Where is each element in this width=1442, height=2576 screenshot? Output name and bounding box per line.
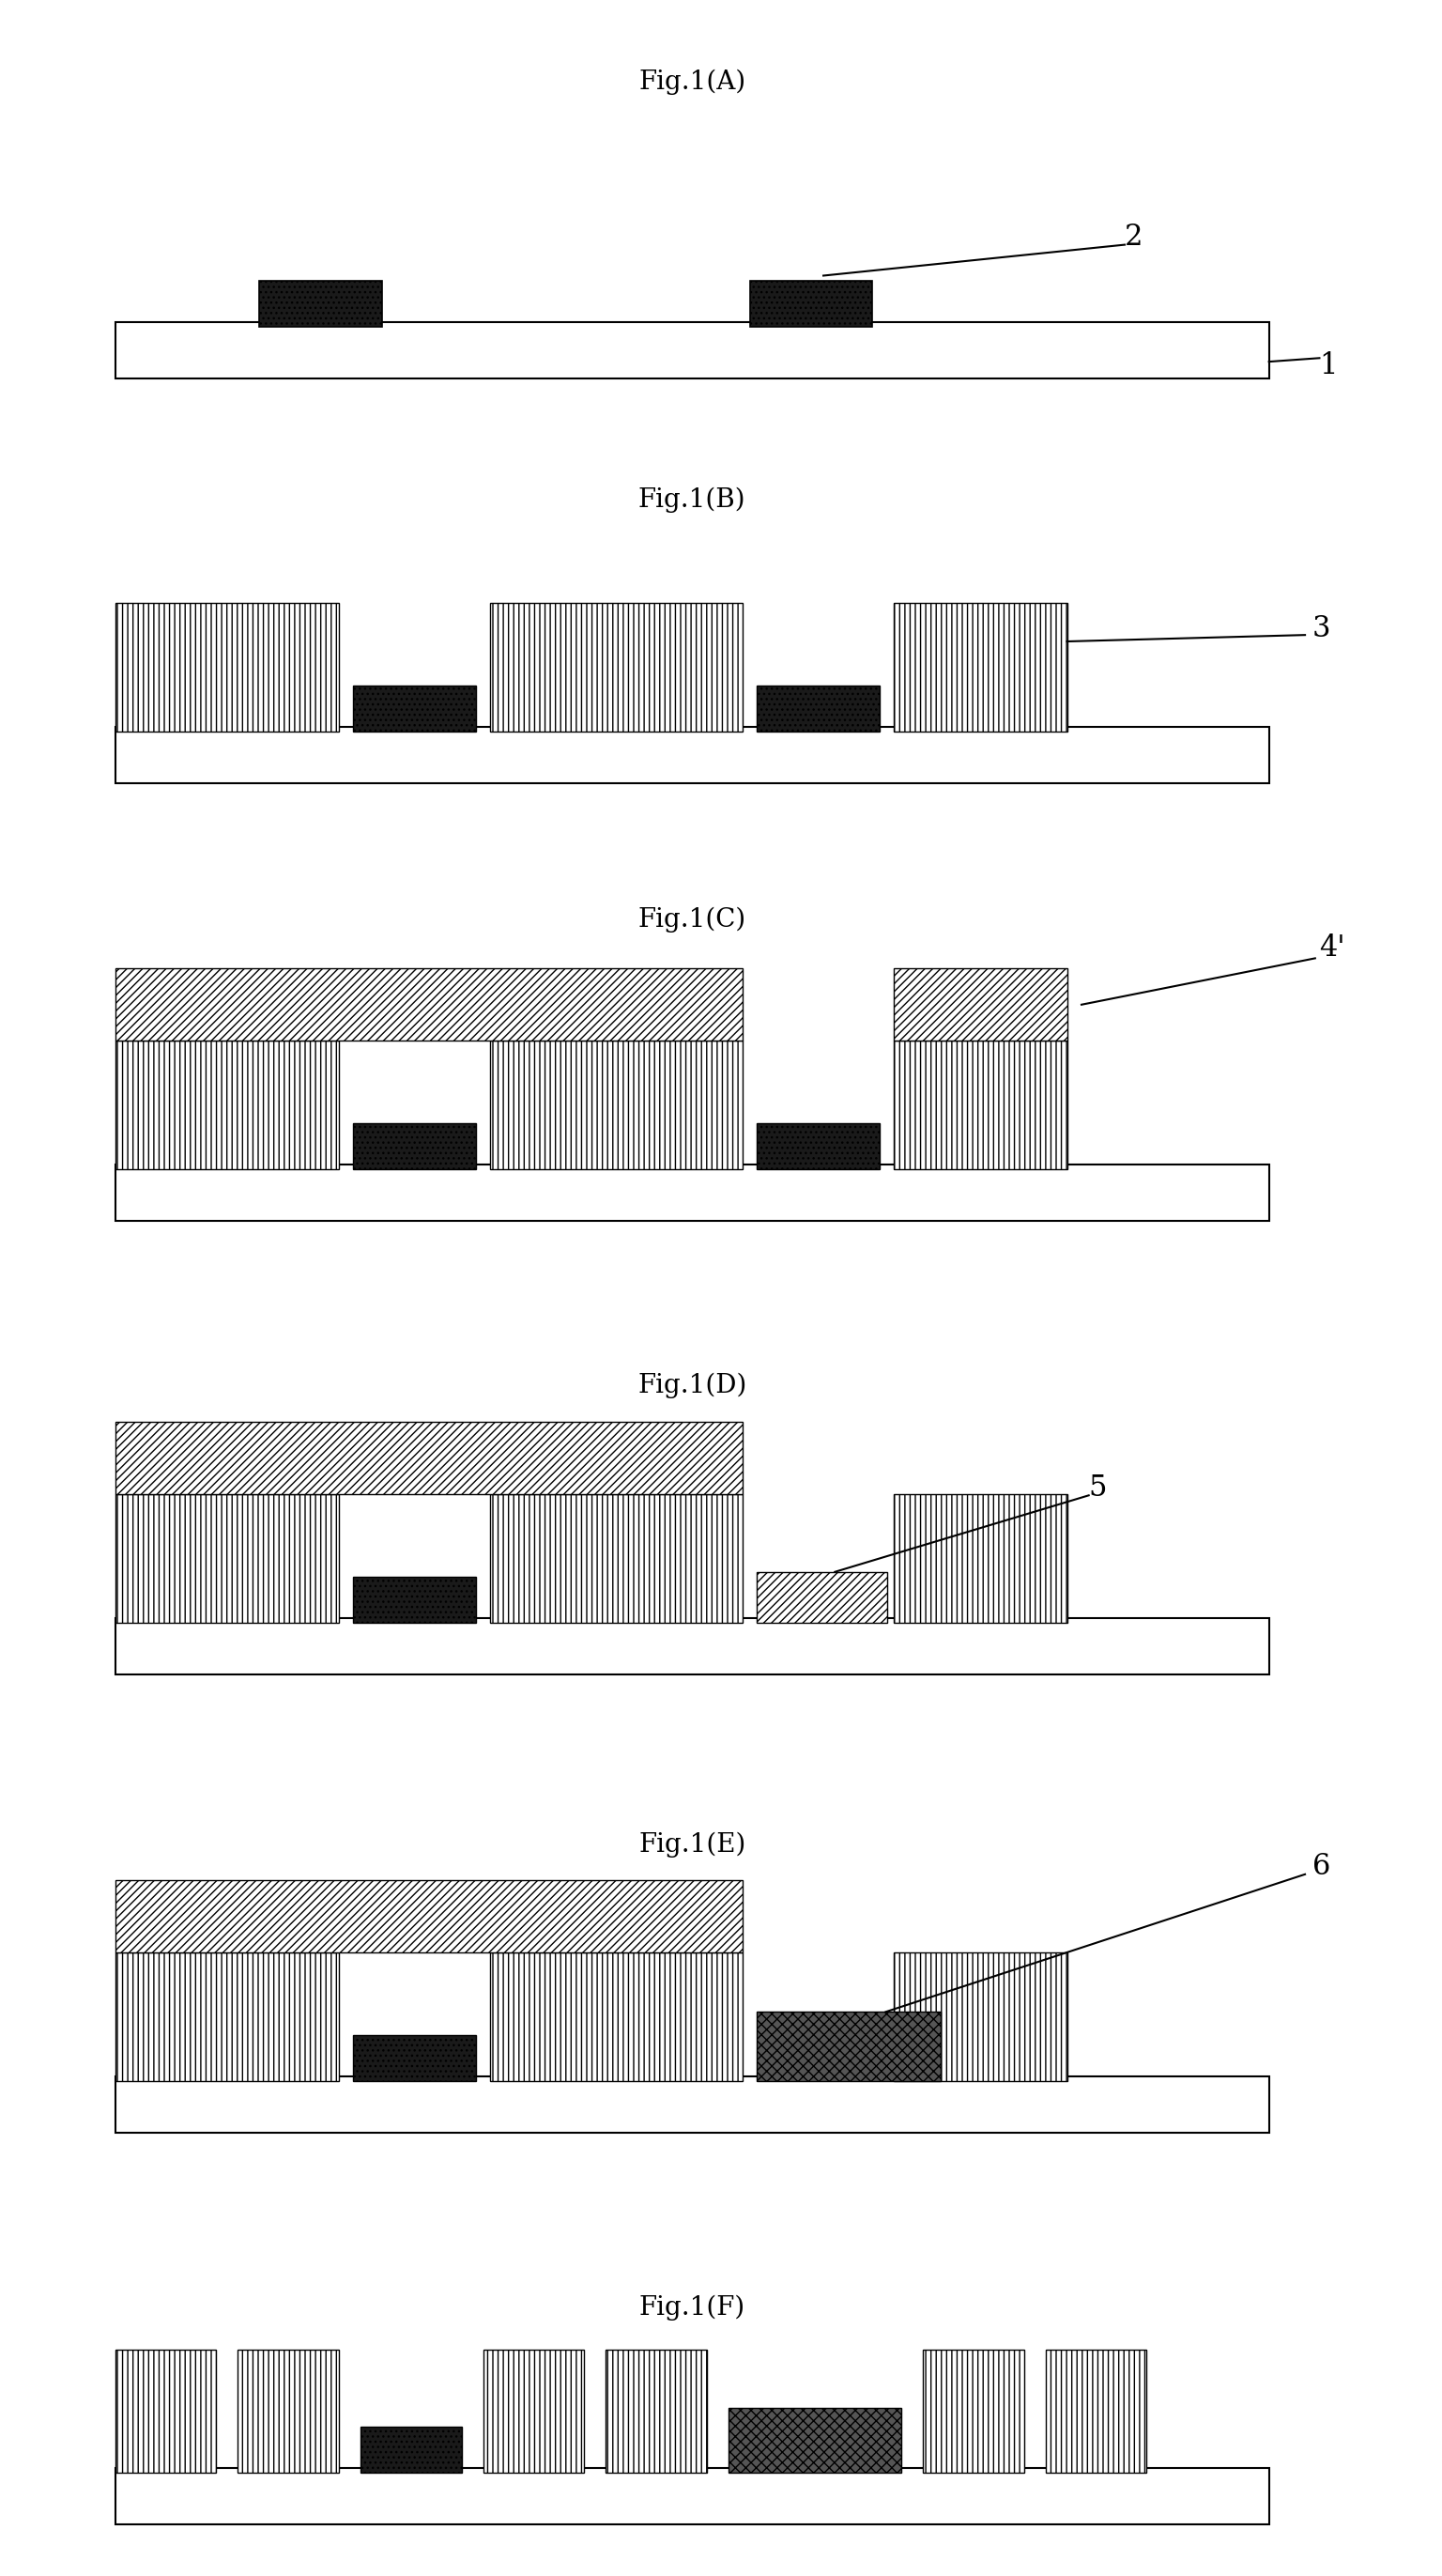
Bar xyxy=(115,726,1269,783)
Text: Fig.1(A): Fig.1(A) xyxy=(639,70,746,95)
Bar xyxy=(353,2035,476,2081)
Text: Fig.1(E): Fig.1(E) xyxy=(639,1832,746,1857)
Text: 2: 2 xyxy=(1125,222,1144,252)
Bar xyxy=(894,1953,1067,2081)
Bar xyxy=(115,2468,1269,2524)
Bar xyxy=(115,2349,216,2473)
Bar xyxy=(894,969,1067,1041)
Text: 3: 3 xyxy=(1312,613,1331,644)
Bar xyxy=(757,1571,887,1623)
Bar xyxy=(490,603,743,732)
Bar xyxy=(115,969,743,1041)
Bar xyxy=(115,1164,1269,1221)
Bar xyxy=(606,2349,707,2473)
Text: 1: 1 xyxy=(1319,350,1338,381)
Bar xyxy=(894,1041,1067,1170)
Text: Fig.1(C): Fig.1(C) xyxy=(637,907,747,933)
Bar xyxy=(757,685,880,732)
Bar xyxy=(115,1041,339,1170)
Text: Fig.1(D): Fig.1(D) xyxy=(637,1373,747,1399)
Bar xyxy=(894,603,1067,732)
Bar xyxy=(115,2076,1269,2133)
Bar xyxy=(260,281,382,327)
Bar xyxy=(353,1577,476,1623)
Text: Fig.1(F): Fig.1(F) xyxy=(639,2295,746,2321)
Bar xyxy=(115,1618,1269,1674)
Bar xyxy=(1045,2349,1146,2473)
Bar xyxy=(115,1880,743,1953)
Bar xyxy=(490,1494,743,1623)
Bar xyxy=(757,1123,880,1170)
Text: 5: 5 xyxy=(1089,1473,1107,1502)
Bar xyxy=(757,2012,942,2081)
Bar xyxy=(115,1422,743,1494)
Bar xyxy=(750,281,872,327)
Text: 6: 6 xyxy=(1312,1852,1331,1880)
Bar xyxy=(923,2349,1024,2473)
Text: Fig.1(B): Fig.1(B) xyxy=(639,487,746,513)
Bar xyxy=(360,2427,461,2473)
Bar xyxy=(483,2349,584,2473)
Text: 4': 4' xyxy=(1319,933,1345,963)
Bar xyxy=(115,1953,339,2081)
Bar xyxy=(115,322,1269,379)
Bar xyxy=(490,1953,743,2081)
Bar xyxy=(728,2409,901,2473)
Bar xyxy=(115,1494,339,1623)
Bar xyxy=(490,1041,743,1170)
Bar xyxy=(894,1494,1067,1623)
Bar xyxy=(353,685,476,732)
Bar xyxy=(238,2349,339,2473)
Bar xyxy=(115,603,339,732)
Bar xyxy=(353,1123,476,1170)
